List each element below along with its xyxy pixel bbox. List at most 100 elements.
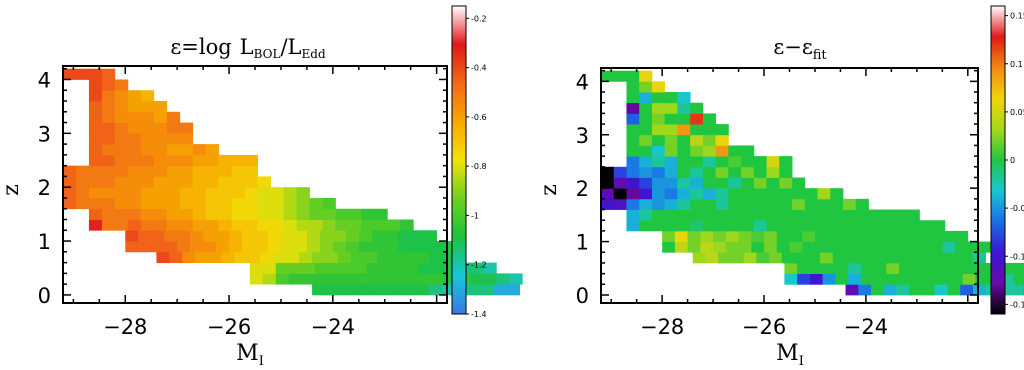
- heatmap-cell: [140, 176, 155, 188]
- heatmap-cell: [203, 241, 217, 253]
- colorbar-tick-label: -0.8: [471, 162, 487, 171]
- heatmap-cell: [101, 90, 116, 102]
- heatmap-cell: [153, 165, 168, 177]
- heatmap-cell: [960, 252, 974, 264]
- heatmap-cell: [231, 176, 246, 188]
- heatmap-cell: [840, 241, 854, 253]
- heatmap-cell: [205, 144, 220, 156]
- colorbar: 0.15 0.1 0.05 0 -0.05 -0.1 -0.15: [990, 5, 1024, 315]
- colorbar-tick-label: 0.1: [1010, 60, 1023, 69]
- heatmap-cell: [257, 219, 271, 231]
- heatmap-cell: [179, 144, 194, 156]
- y-tick-label: 1: [576, 231, 589, 255]
- heatmap-cell: [664, 166, 678, 178]
- heatmap-cell: [314, 273, 329, 285]
- heatmap-cell: [639, 145, 653, 157]
- heatmap-cell: [63, 176, 77, 188]
- heatmap-cell: [702, 134, 717, 146]
- heatmap-cell: [702, 220, 717, 232]
- heatmap-cell: [338, 251, 352, 263]
- heatmap-cell: [883, 252, 897, 264]
- heatmap-cell: [690, 198, 704, 210]
- heatmap-cell: [601, 188, 615, 200]
- heatmap-cell: [779, 156, 793, 168]
- heatmap-cell: [101, 133, 116, 145]
- heatmap-cell: [662, 230, 676, 242]
- heatmap-cell: [415, 284, 430, 296]
- heatmap-cell: [690, 102, 704, 114]
- heatmap-cell: [769, 252, 783, 264]
- heatmap-cell: [244, 219, 258, 231]
- y-tick-label: 2: [38, 176, 51, 200]
- y-tick-label: 4: [576, 70, 589, 94]
- heatmap-cell: [470, 262, 484, 274]
- heatmap-cell: [911, 262, 925, 275]
- heatmap-cell: [127, 197, 142, 210]
- heatmap-cell: [114, 122, 129, 134]
- heatmap-cell: [677, 220, 691, 232]
- heatmap-cell: [153, 133, 168, 145]
- heatmap-cell: [741, 209, 755, 221]
- heatmap-cell: [296, 208, 310, 220]
- heatmap-cell: [975, 262, 989, 275]
- heatmap-cell: [753, 220, 767, 232]
- heatmap-cell: [677, 102, 691, 114]
- heatmap-cell: [101, 68, 116, 80]
- heatmap-cell: [797, 273, 811, 285]
- heatmap-cell: [88, 122, 103, 134]
- heatmap-cell: [728, 198, 742, 210]
- heatmap-cell: [192, 187, 207, 199]
- heatmap-cell: [715, 166, 729, 178]
- x-axis: −28 −26 −24: [72, 66, 438, 339]
- heatmap-cell: [166, 144, 181, 156]
- heatmap-cell: [715, 198, 729, 210]
- heatmap-cell: [873, 262, 887, 275]
- heatmap-cell: [728, 145, 742, 157]
- heatmap-cell: [792, 220, 806, 232]
- heatmap-cell: [205, 165, 220, 177]
- colorbar-tick-label: -0.2: [471, 14, 487, 23]
- heatmap-cell: [855, 209, 869, 221]
- heatmap-cell: [153, 122, 168, 134]
- heatmap-cell: [384, 241, 399, 253]
- heatmap-cell: [792, 177, 806, 189]
- heatmap-cell: [244, 197, 258, 210]
- heatmap-cell: [702, 124, 717, 136]
- heatmap-cell: [244, 187, 258, 199]
- heatmap-cell: [101, 197, 116, 210]
- heatmap-cell: [234, 251, 248, 263]
- heatmap-cell: [784, 273, 798, 285]
- heatmap-cell: [267, 241, 282, 253]
- heatmap-cell: [179, 154, 194, 167]
- heatmap-cell: [249, 262, 264, 274]
- heatmap-cell: [934, 252, 948, 264]
- heatmap-cell: [190, 230, 204, 242]
- heatmap-cell: [779, 209, 793, 221]
- heatmap-cell: [88, 154, 103, 167]
- heatmap-cell: [728, 177, 742, 189]
- heatmap-cell: [664, 113, 678, 125]
- heatmap-cell: [868, 209, 882, 221]
- heatmap-cell: [301, 262, 316, 274]
- heatmap-cell: [231, 165, 246, 177]
- heatmap-cell: [601, 177, 615, 189]
- heatmap-cell: [493, 284, 508, 296]
- heatmap-cell: [919, 220, 933, 232]
- heatmap-cell: [766, 188, 780, 200]
- heatmap-cell: [244, 165, 258, 177]
- heatmap-cell: [351, 284, 365, 296]
- heatmap-cell: [166, 208, 181, 220]
- heatmap-cell: [88, 165, 103, 177]
- heatmap-cell: [361, 219, 375, 231]
- heatmap-cell: [179, 133, 194, 145]
- heatmap-cell: [937, 262, 951, 275]
- heatmap-cell: [916, 241, 930, 253]
- heatmap-cell: [848, 262, 862, 275]
- heatmap-cell: [687, 241, 701, 253]
- heatmap-cell: [802, 230, 816, 242]
- heatmap-cell: [361, 208, 375, 220]
- heatmap-cell: [809, 262, 824, 275]
- heatmap-cell: [891, 230, 905, 242]
- heatmap-cell: [1013, 273, 1024, 285]
- heatmap-cell: [677, 156, 691, 168]
